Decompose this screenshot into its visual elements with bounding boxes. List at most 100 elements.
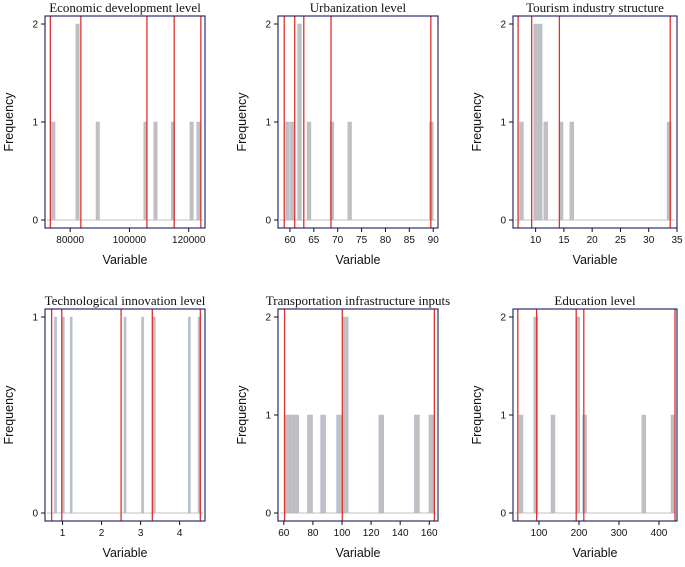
histogram-bar: [518, 414, 524, 514]
histogram-bar: [342, 316, 349, 514]
histogram-bar: [550, 414, 556, 514]
histogram-bar: [347, 121, 352, 221]
histogram-bar: [306, 121, 312, 221]
x-tick-label: 20: [587, 235, 599, 246]
y-tick-label: 0: [265, 509, 271, 520]
y-tick-label: 2: [500, 313, 506, 324]
x-tick-label: 80: [380, 235, 392, 246]
x-axis-label: Variable: [103, 546, 148, 560]
y-tick-label: 2: [500, 20, 506, 31]
plot-frame: [44, 308, 206, 522]
y-axis-label: Frequency: [2, 385, 16, 445]
histogram-bar: [153, 121, 158, 221]
histogram-bar: [543, 121, 548, 221]
x-tick-label: 4: [177, 528, 183, 539]
histogram-bar: [62, 316, 65, 514]
histogram-bar: [188, 316, 191, 514]
panel-title: Technological innovation level: [45, 293, 206, 308]
y-tick-label: 0: [500, 216, 506, 227]
y-axis-label: Frequency: [470, 92, 484, 152]
panel-title: Transportation infrastructure inputs: [266, 293, 450, 308]
x-tick-label: 2: [99, 528, 105, 539]
x-tick-label: 120: [363, 528, 380, 539]
histogram-bar: [141, 316, 144, 514]
plot-frame: [277, 308, 439, 522]
y-tick-label: 1: [500, 411, 506, 422]
histogram-bar: [533, 23, 538, 221]
x-tick-label: 3: [138, 528, 144, 539]
histogram-bar: [196, 121, 201, 221]
panel-title: Urbanization level: [310, 0, 407, 15]
x-axis-label: Variable: [336, 546, 381, 560]
panel-title: Education level: [554, 293, 636, 308]
x-axis-label: Variable: [336, 253, 381, 267]
x-axis-label: Variable: [573, 253, 618, 267]
histogram-bar: [329, 121, 335, 221]
plot-frame: [277, 15, 439, 229]
histogram-bar: [537, 23, 543, 221]
y-tick-label: 0: [265, 216, 271, 227]
x-tick-label: 75: [356, 235, 368, 246]
x-tick-label: 1: [60, 528, 66, 539]
x-tick-label: 65: [308, 235, 320, 246]
x-tick-label: 200: [571, 528, 588, 539]
histogram-bar: [641, 414, 646, 514]
chart-panel: Economic development level 0 1 2 80000 100000…: [2, 0, 206, 267]
chart-panel: Urbanization level 0 1 2 60 65 70 75 80 85 90 Varia…: [235, 0, 439, 267]
histogram-bar: [519, 121, 524, 221]
histogram-bar: [569, 121, 574, 221]
y-tick-label: 0: [32, 509, 38, 520]
x-tick-label: 80: [307, 528, 319, 539]
x-tick-label: 100: [531, 528, 548, 539]
x-tick-label: 25: [615, 235, 627, 246]
y-axis-label: Frequency: [235, 92, 249, 152]
histogram-bar: [336, 414, 342, 514]
x-tick-label: 80000: [56, 235, 84, 246]
x-tick-label: 10: [530, 235, 542, 246]
y-axis-label: Frequency: [235, 385, 249, 445]
histogram-bar: [189, 121, 194, 221]
y-tick-label: 2: [265, 313, 271, 324]
x-tick-label: 60: [278, 528, 290, 539]
histogram-bar: [69, 316, 73, 514]
chart-panel: Education level 0 1 2 100 200 300 400 Variable Fr…: [470, 293, 678, 560]
chart-panel: Technological innovation level 0 1 1 2 3 4 Vari…: [2, 293, 206, 560]
histogram-bar: [378, 414, 385, 514]
x-tick-label: 70: [332, 235, 344, 246]
y-tick-label: 1: [265, 411, 271, 422]
x-axis-label: Variable: [103, 253, 148, 267]
panel-title: Economic development level: [49, 0, 201, 15]
histogram-bar: [285, 121, 290, 221]
histogram-bar: [123, 316, 127, 514]
plot-frame: [44, 15, 206, 229]
histogram-bar: [290, 121, 295, 221]
histogram-bar: [428, 414, 435, 514]
y-axis-label: Frequency: [470, 385, 484, 445]
histogram-bar: [297, 23, 302, 221]
y-tick-label: 2: [265, 20, 271, 31]
y-tick-label: 1: [32, 313, 38, 324]
x-tick-label: 90: [428, 235, 440, 246]
x-tick-label: 140: [392, 528, 409, 539]
histogram-bar: [582, 414, 587, 514]
histogram-bar: [75, 23, 80, 221]
x-tick-label: 100: [334, 528, 351, 539]
y-tick-label: 2: [32, 20, 38, 31]
histogram-bar: [95, 121, 100, 221]
histogram-bar: [533, 316, 538, 514]
histogram-bar: [666, 121, 672, 221]
x-tick-label: 35: [671, 235, 683, 246]
histogram-bar: [152, 316, 156, 514]
histogram-bar: [414, 414, 420, 514]
y-axis-label: Frequency: [2, 92, 16, 152]
y-tick-label: 0: [32, 216, 38, 227]
x-tick-label: 60: [284, 235, 296, 246]
y-tick-label: 0: [500, 509, 506, 520]
panel-title: Tourism industry structure: [526, 0, 664, 15]
histogram-bar: [54, 316, 57, 514]
y-tick-label: 1: [500, 118, 506, 129]
histogram-bar: [293, 414, 299, 514]
y-tick-label: 1: [265, 118, 271, 129]
histogram-bar: [307, 414, 313, 514]
